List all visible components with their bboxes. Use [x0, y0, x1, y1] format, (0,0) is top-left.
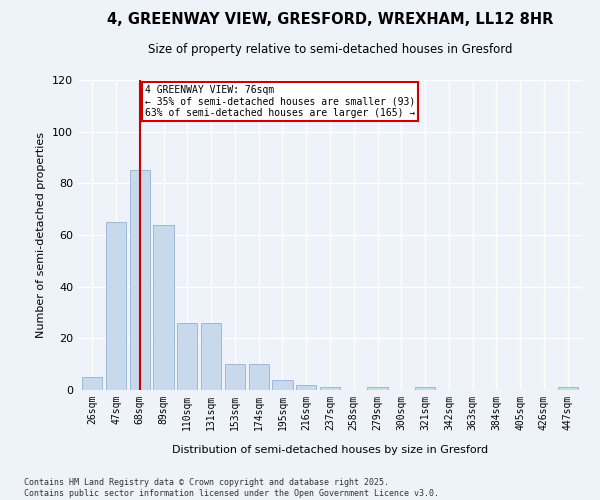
- Bar: [201, 323, 221, 390]
- Text: Size of property relative to semi-detached houses in Gresford: Size of property relative to semi-detach…: [148, 42, 512, 56]
- Y-axis label: Number of semi-detached properties: Number of semi-detached properties: [37, 132, 46, 338]
- Bar: [82, 377, 103, 390]
- Bar: [225, 364, 245, 390]
- Bar: [272, 380, 293, 390]
- Bar: [367, 388, 388, 390]
- Bar: [320, 388, 340, 390]
- Bar: [248, 364, 269, 390]
- Bar: [154, 224, 173, 390]
- Bar: [106, 222, 126, 390]
- Bar: [177, 323, 197, 390]
- Bar: [415, 388, 435, 390]
- Text: Contains HM Land Registry data © Crown copyright and database right 2025.
Contai: Contains HM Land Registry data © Crown c…: [24, 478, 439, 498]
- Text: 4, GREENWAY VIEW, GRESFORD, WREXHAM, LL12 8HR: 4, GREENWAY VIEW, GRESFORD, WREXHAM, LL1…: [107, 12, 553, 28]
- Text: Distribution of semi-detached houses by size in Gresford: Distribution of semi-detached houses by …: [172, 445, 488, 455]
- Bar: [296, 385, 316, 390]
- Bar: [130, 170, 150, 390]
- Bar: [557, 388, 578, 390]
- Text: 4 GREENWAY VIEW: 76sqm
← 35% of semi-detached houses are smaller (93)
63% of sem: 4 GREENWAY VIEW: 76sqm ← 35% of semi-det…: [145, 85, 415, 118]
